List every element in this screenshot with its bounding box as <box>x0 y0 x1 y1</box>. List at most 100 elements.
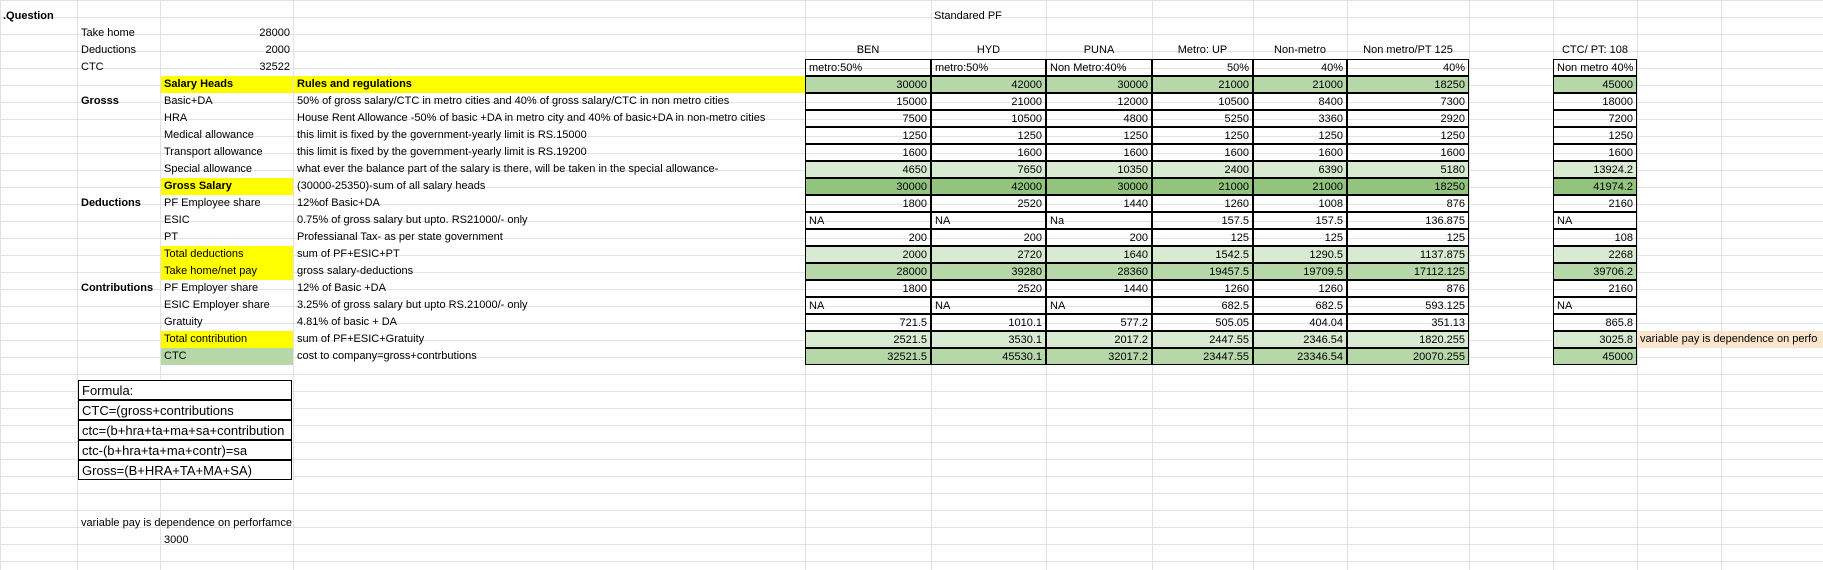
standard-pf-label[interactable]: Standared PF <box>934 10 1002 22</box>
row-head-4[interactable]: Special allowance <box>164 163 253 175</box>
row-14-value-0[interactable]: 2521.5 <box>805 331 931 348</box>
row-8-value-5[interactable]: 125 <box>1347 229 1469 246</box>
row-12-value-3[interactable]: 682.5 <box>1152 297 1253 314</box>
row-13-value-5[interactable]: 351.13 <box>1347 314 1469 331</box>
row-head-11[interactable]: PF Employer share <box>164 282 259 294</box>
row-0-value-2[interactable]: 12000 <box>1046 93 1152 110</box>
row-5-value-0[interactable]: 30000 <box>805 178 931 195</box>
row-0-value-3[interactable]: 10500 <box>1152 93 1253 110</box>
row-6-value-5[interactable]: 876 <box>1347 195 1469 212</box>
row-15-value-1[interactable]: 45530.1 <box>931 348 1046 365</box>
city-header-2[interactable]: PUNA <box>1083 44 1115 56</box>
row-13-value-4[interactable]: 404.04 <box>1253 314 1347 331</box>
row-13-value-6[interactable]: 865.8 <box>1553 314 1637 331</box>
row-head-12[interactable]: ESIC Employer share <box>164 299 270 311</box>
row-rule-0[interactable]: 50% of gross salary/CTC in metro cities … <box>297 95 730 107</box>
row-11-value-2[interactable]: 1440 <box>1046 280 1152 297</box>
row-8-value-6[interactable]: 108 <box>1553 229 1637 246</box>
row-7-value-1[interactable]: NA <box>931 212 1046 229</box>
row-6-value-4[interactable]: 1008 <box>1253 195 1347 212</box>
row-head-6[interactable]: PF Employee share <box>164 197 261 209</box>
input-label-ctc[interactable]: CTC <box>81 61 104 73</box>
row-3-value-6[interactable]: 1600 <box>1553 144 1637 161</box>
row-3-value-4[interactable]: 1600 <box>1253 144 1347 161</box>
row-9-value-4[interactable]: 1290.5 <box>1253 246 1347 263</box>
gross-top-value-5[interactable]: 18250 <box>1347 76 1469 93</box>
input-value-take-home[interactable]: 28000 <box>259 27 290 39</box>
row-15-value-4[interactable]: 23346.54 <box>1253 348 1347 365</box>
row-6-value-2[interactable]: 1440 <box>1046 195 1152 212</box>
row-rule-2[interactable]: this limit is fixed by the government-ye… <box>297 129 587 141</box>
row-7-value-4[interactable]: 157.5 <box>1253 212 1347 229</box>
row-7-value-2[interactable]: Na <box>1046 212 1152 229</box>
row-13-value-0[interactable]: 721.5 <box>805 314 931 331</box>
row-15-value-2[interactable]: 32017.2 <box>1046 348 1152 365</box>
input-label-take-home[interactable]: Take home <box>81 27 135 39</box>
row-15-value-5[interactable]: 20070.255 <box>1347 348 1469 365</box>
row-4-value-0[interactable]: 4650 <box>805 161 931 178</box>
footer-value[interactable]: 3000 <box>164 534 189 546</box>
row-2-value-1[interactable]: 1250 <box>931 127 1046 144</box>
row-11-value-1[interactable]: 2520 <box>931 280 1046 297</box>
row-1-value-1[interactable]: 10500 <box>931 110 1046 127</box>
row-rule-15[interactable]: cost to company=gross+contrbutions <box>297 350 477 362</box>
row-6-value-3[interactable]: 1260 <box>1152 195 1253 212</box>
row-1-value-2[interactable]: 4800 <box>1046 110 1152 127</box>
row-11-value-6[interactable]: 2160 <box>1553 280 1637 297</box>
header-value-4[interactable]: 40% <box>1253 59 1347 76</box>
city-header-5[interactable]: Non metro/PT 125 <box>1363 44 1453 56</box>
row-10-value-2[interactable]: 28360 <box>1046 263 1152 280</box>
row-2-value-3[interactable]: 1250 <box>1152 127 1253 144</box>
row-0-value-4[interactable]: 8400 <box>1253 93 1347 110</box>
row-head-10[interactable]: Take home/net pay <box>161 263 293 280</box>
row-4-value-5[interactable]: 5180 <box>1347 161 1469 178</box>
row-6-value-1[interactable]: 2520 <box>931 195 1046 212</box>
city-header-6[interactable]: CTC/ PT: 108 <box>1561 44 1629 56</box>
row-8-value-3[interactable]: 125 <box>1152 229 1253 246</box>
gross-top-value-1[interactable]: 42000 <box>931 76 1046 93</box>
row-rule-8[interactable]: Professianal Tax- as per state governmen… <box>297 231 503 243</box>
row-rule-3[interactable]: this limit is fixed by the government-ye… <box>297 146 587 158</box>
row-head-9[interactable]: Total deductions <box>161 246 293 263</box>
row-15-value-3[interactable]: 23447.55 <box>1152 348 1253 365</box>
row-rule-4[interactable]: what ever the balance part of the salary… <box>297 163 719 175</box>
row-1-value-5[interactable]: 2920 <box>1347 110 1469 127</box>
header-value-0[interactable]: metro:50% <box>805 59 931 76</box>
row-13-value-2[interactable]: 577.2 <box>1046 314 1152 331</box>
input-value-ctc[interactable]: 32522 <box>259 61 290 73</box>
row-9-value-5[interactable]: 1137.875 <box>1347 246 1469 263</box>
row-rule-1[interactable]: House Rent Allowance -50% of basic +DA i… <box>297 112 766 124</box>
row-12-value-0[interactable]: NA <box>805 297 931 314</box>
row-7-value-5[interactable]: 136.875 <box>1347 212 1469 229</box>
row-3-value-1[interactable]: 1600 <box>931 144 1046 161</box>
side-note[interactable]: variable pay is dependence on perfo <box>1637 331 1823 348</box>
row-3-value-2[interactable]: 1600 <box>1046 144 1152 161</box>
row-12-value-6[interactable]: NA <box>1553 297 1637 314</box>
row-rule-9[interactable]: sum of PF+ESIC+PT <box>297 248 400 260</box>
row-8-value-0[interactable]: 200 <box>805 229 931 246</box>
row-4-value-2[interactable]: 10350 <box>1046 161 1152 178</box>
row-head-8[interactable]: PT <box>164 231 179 243</box>
row-2-value-0[interactable]: 1250 <box>805 127 931 144</box>
row-7-value-3[interactable]: 157.5 <box>1152 212 1253 229</box>
row-10-value-5[interactable]: 17112.125 <box>1347 263 1469 280</box>
row-8-value-1[interactable]: 200 <box>931 229 1046 246</box>
row-13-value-3[interactable]: 505.05 <box>1152 314 1253 331</box>
row-12-value-2[interactable]: NA <box>1046 297 1152 314</box>
formula-line-4[interactable]: Gross=(B+HRA+TA+MA+SA) <box>78 460 292 480</box>
row-5-value-6[interactable]: 41974.2 <box>1553 178 1637 195</box>
gross-top-value-2[interactable]: 30000 <box>1046 76 1152 93</box>
input-label-deductions[interactable]: Deductions <box>81 44 137 56</box>
footer-note[interactable]: variable pay is dependence on perforfamc… <box>81 517 292 529</box>
formula-line-1[interactable]: CTC=(gross+contributions <box>78 400 292 420</box>
row-9-value-0[interactable]: 2000 <box>805 246 931 263</box>
row-5-value-1[interactable]: 42000 <box>931 178 1046 195</box>
row-14-value-2[interactable]: 2017.2 <box>1046 331 1152 348</box>
row-12-value-5[interactable]: 593.125 <box>1347 297 1469 314</box>
city-header-0[interactable]: BEN <box>856 44 880 56</box>
row-rule-14[interactable]: sum of PF+ESIC+Gratuity <box>297 333 425 345</box>
row-rule-11[interactable]: 12% of Basic +DA <box>297 282 386 294</box>
row-10-value-4[interactable]: 19709.5 <box>1253 263 1347 280</box>
row-11-value-3[interactable]: 1260 <box>1152 280 1253 297</box>
row-13-value-1[interactable]: 1010.1 <box>931 314 1046 331</box>
